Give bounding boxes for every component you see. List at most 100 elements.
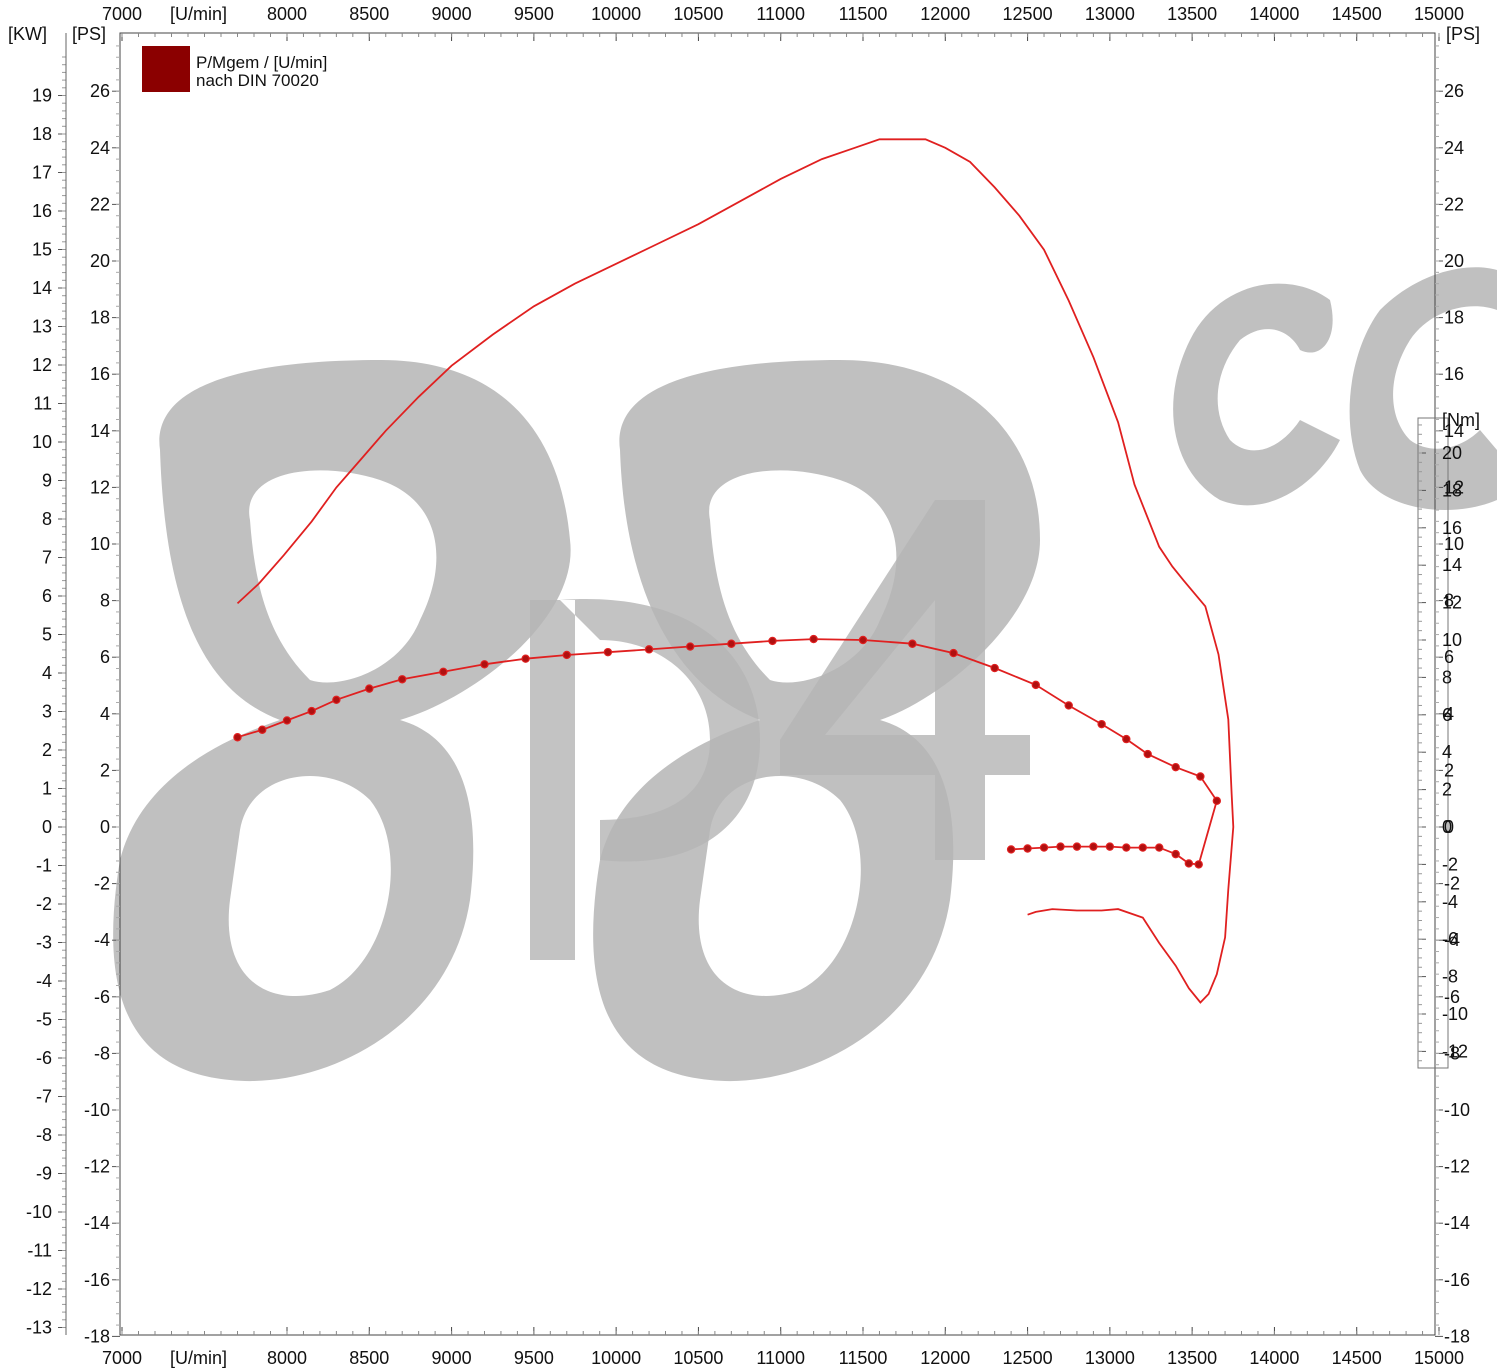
torque-data-point [307,706,316,716]
x-tick-label-bottom: 13500 [1167,1348,1217,1368]
x-tick-label-top: 14000 [1249,4,1299,24]
ps-tick-label-right: 10 [1444,534,1464,554]
torque-data-point [233,733,242,742]
power-series-line [236,138,1235,1004]
rpm-axis-unit-label-top: [U/min] [170,4,227,24]
x-tick-label-top: 12000 [920,4,970,24]
kw-tick-label: 8 [42,509,52,529]
ps-tick-label-left: 22 [90,194,110,214]
nm-tick-label: 2 [1442,780,1452,800]
x-tick-label-bottom: 8000 [267,1348,307,1368]
kw-tick-label: 17 [32,163,52,183]
x-tick-label-bottom: 7000 [102,1348,142,1368]
ps-tick-label-right: 6 [1444,647,1454,667]
kw-tick-label: -1 [36,856,52,876]
torque-data-point [1196,772,1205,781]
torque-data-point [1171,849,1180,859]
kw-tick-label: 3 [42,702,52,722]
kw-tick-label: 5 [42,625,52,645]
plot-frame [119,32,1436,1336]
ps-tick-label-left: -2 [94,874,110,894]
torque-data-point [809,634,818,644]
x-tick-label-bottom: 14000 [1249,1348,1299,1368]
x-tick-label-bottom: 14500 [1332,1348,1382,1368]
ps-tick-label-right: -8 [1444,1043,1460,1063]
x-tick-label-bottom: 9000 [432,1348,472,1368]
torque-data-point [1212,796,1222,806]
ps-tick-label-left: 2 [100,760,110,780]
torque-data-point [1023,844,1032,853]
kw-tick-label: -7 [36,1087,52,1107]
ps-tick-label-right: 12 [1444,477,1464,497]
nm-tick-label: 8 [1442,667,1452,687]
ps-axis-unit-label-left: [PS] [72,24,106,44]
ps-tick-label-left: 0 [100,817,110,837]
ps-tick-label-right: -4 [1444,930,1460,950]
x-tick-label-bottom: 12500 [1003,1348,1053,1368]
x-tick-label-top: 12500 [1003,4,1053,24]
ps-tick-label-right: 20 [1444,251,1464,271]
nm-tick-label: -4 [1442,892,1458,912]
ps-axis-unit-label-right: [PS] [1446,24,1480,44]
legend-swatch [142,46,190,92]
torque-data-point [768,636,777,646]
ps-tick-label-right: -16 [1444,1270,1470,1290]
x-tick-label-bottom: 10000 [591,1348,641,1368]
x-tick-label-top: 8500 [349,4,389,24]
ps-tick-label-right: 22 [1444,194,1464,214]
torque-data-point [258,725,267,734]
torque-data-point [1039,843,1049,852]
nm-tick-label: -6 [1442,929,1458,949]
kw-tick-label: 10 [32,432,52,452]
torque-data-point [398,675,407,684]
nm-tick-label: 12 [1442,593,1462,613]
torque-data-point [949,648,958,658]
ps-tick-label-left: -10 [84,1100,110,1120]
ps-tick-label-left: 12 [90,477,110,497]
ps-tick-label-left: 6 [100,647,110,667]
nm-axis-unit-label: [Nm] [1442,410,1480,430]
torque-data-point [365,684,374,693]
torque-data-point [908,639,917,648]
x-tick-label-bottom: 8500 [349,1348,389,1368]
torque-data-point [332,695,341,705]
x-tick-label-top: 8000 [267,4,307,24]
series-layer [233,138,1235,1004]
watermark-letter-c-1 [1173,283,1340,506]
torque-data-point [282,716,292,725]
torque-data-point [480,660,489,669]
ps-tick-label-right: 4 [1444,704,1454,724]
ps-tick-label-right: 0 [1444,817,1454,837]
torque-data-point [603,647,613,657]
kw-tick-label: 15 [32,240,52,260]
legend-label-line1: P/Mgem / [U/min] [196,53,327,72]
ps-tick-label-left: 16 [90,364,110,384]
kw-tick-label: 2 [42,740,52,760]
x-tick-label-bottom: 11000 [756,1348,805,1368]
torque-data-point [1031,680,1041,690]
kw-tick-label: 11 [33,394,52,414]
kw-tick-label: -2 [36,894,52,914]
kw-tick-label: -3 [36,933,52,953]
kw-tick-label: -8 [36,1125,52,1145]
kw-tick-label: -10 [26,1202,52,1222]
ps-tick-label-left: -12 [84,1157,110,1177]
kw-tick-label: 12 [32,355,52,375]
x-tick-label-top: 11500 [839,4,888,24]
x-tick-label-bottom: 9500 [514,1348,554,1368]
torque-data-point [858,635,868,645]
ps-tick-label-left: 20 [90,251,110,271]
ps-tick-label-right: 26 [1444,81,1464,101]
ps-tick-label-right: 18 [1444,308,1464,328]
watermark-logo [113,267,1497,1082]
kw-tick-label: -12 [26,1279,52,1299]
torque-data-point [727,639,736,648]
torque-data-point [562,650,571,660]
ps-tick-label-right: -10 [1444,1100,1470,1120]
ps-tick-label-left: -16 [84,1270,110,1290]
ps-tick-label-right: -6 [1444,987,1460,1007]
torque-data-point [1105,842,1115,851]
nm-tick-label: 6 [1442,705,1452,725]
x-tick-label-top: 10000 [591,4,641,24]
